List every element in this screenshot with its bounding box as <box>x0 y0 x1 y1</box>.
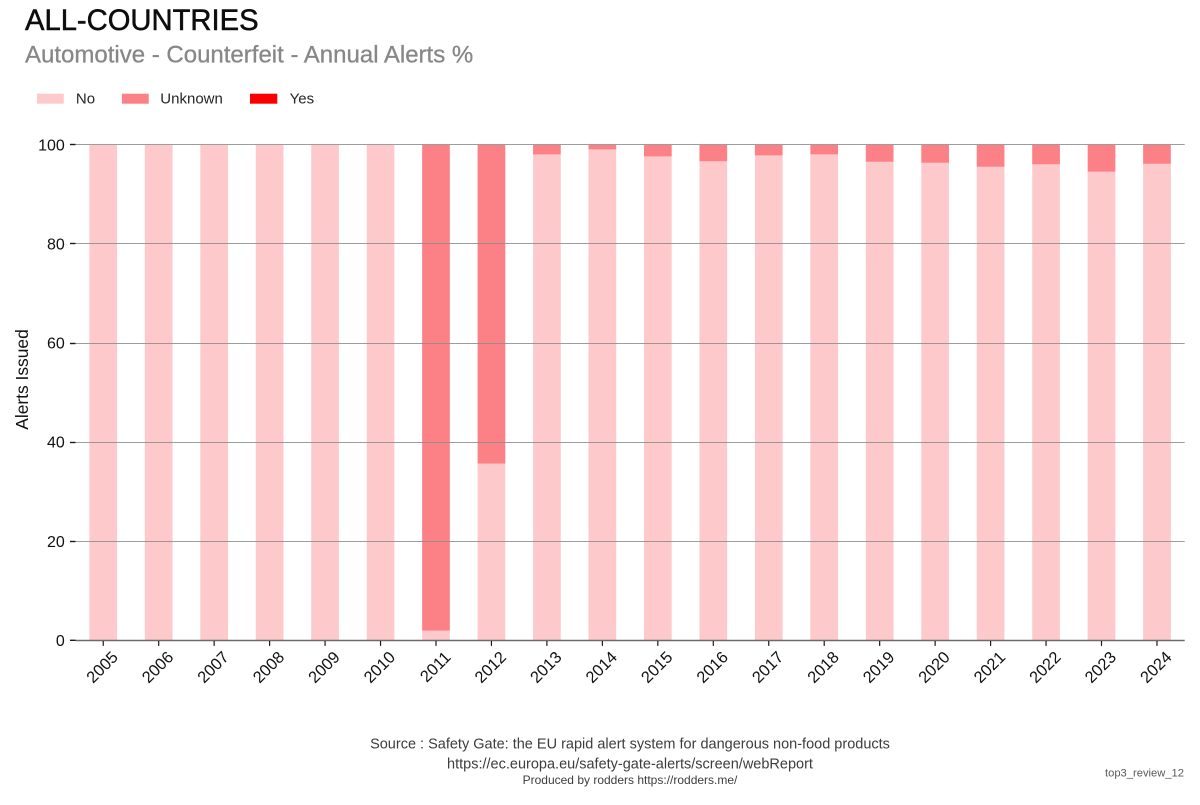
svg-text:top3_review_12: top3_review_12 <box>1105 767 1184 779</box>
svg-text:https://ec.europa.eu/safety-ga: https://ec.europa.eu/safety-gate-alerts/… <box>447 756 813 772</box>
svg-text:ALL-COUNTRIES: ALL-COUNTRIES <box>25 5 259 37</box>
svg-text:Yes: Yes <box>290 90 314 107</box>
svg-text:0: 0 <box>56 633 65 650</box>
svg-text:40: 40 <box>47 435 65 452</box>
svg-text:Produced by rodders https://ro: Produced by rodders https://rodders.me/ <box>523 773 738 787</box>
svg-text:20: 20 <box>47 534 65 551</box>
svg-text:60: 60 <box>47 336 65 353</box>
svg-text:Automotive - Counterfeit - Ann: Automotive - Counterfeit - Annual Alerts… <box>25 42 473 69</box>
svg-text:Source : Safety Gate: the EU r: Source : Safety Gate: the EU rapid alert… <box>370 737 890 753</box>
svg-text:80: 80 <box>47 237 65 254</box>
svg-text:No: No <box>76 90 95 107</box>
svg-text:100: 100 <box>38 137 65 154</box>
svg-text:Unknown: Unknown <box>160 90 223 107</box>
svg-text:Alerts Issued: Alerts Issued <box>12 329 32 430</box>
